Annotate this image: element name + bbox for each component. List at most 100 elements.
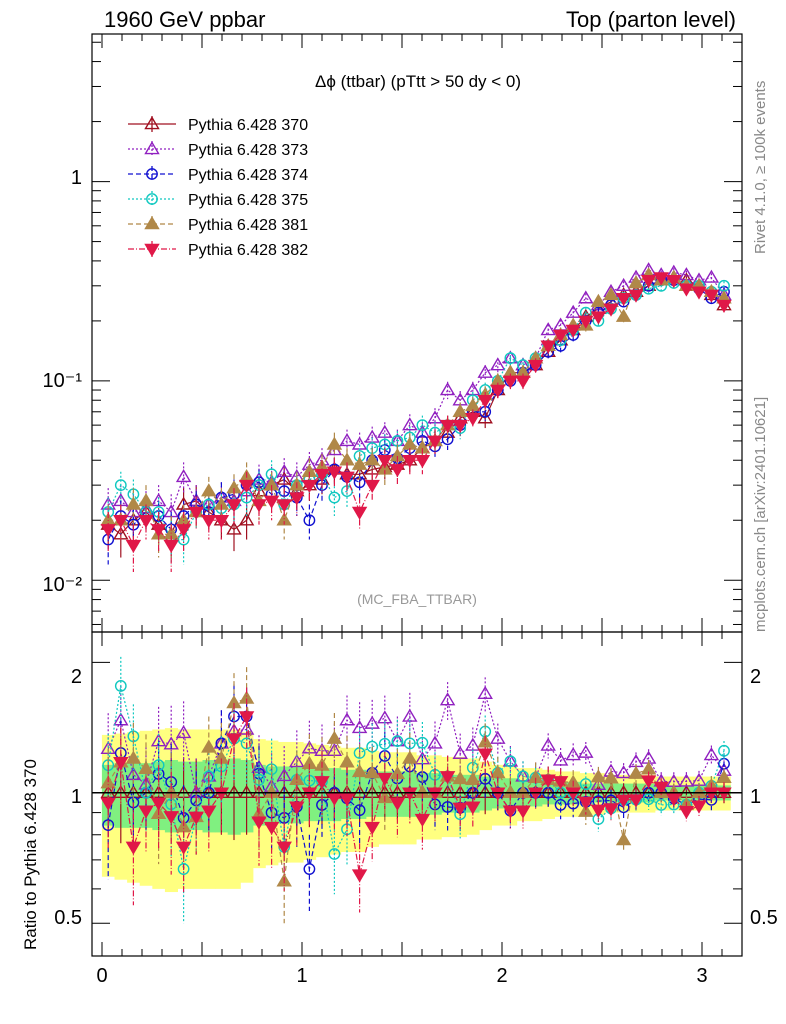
ratio-point bbox=[138, 760, 154, 774]
ratio-point bbox=[490, 730, 506, 744]
ratio-point bbox=[515, 805, 531, 819]
ratio-ylabel: Ratio to Pythia 6.428 370 bbox=[21, 759, 40, 950]
data-point bbox=[490, 357, 506, 371]
data-point bbox=[226, 521, 242, 535]
ratio-point bbox=[615, 765, 632, 779]
data-point bbox=[691, 286, 707, 300]
ratio-point bbox=[540, 774, 556, 788]
ratio-ytick-2-left: 2 bbox=[71, 666, 82, 688]
ratio-point bbox=[226, 733, 242, 747]
main-ytick-1: 1 bbox=[71, 167, 82, 189]
data-point bbox=[666, 274, 682, 289]
ratio-point bbox=[226, 784, 242, 799]
ratio-point bbox=[590, 769, 607, 783]
ratio-point bbox=[276, 768, 292, 782]
series-line bbox=[108, 274, 725, 535]
data-point bbox=[301, 479, 318, 494]
ratio-point bbox=[351, 763, 368, 778]
data-point bbox=[339, 433, 355, 447]
data-point bbox=[125, 539, 142, 554]
data-point bbox=[402, 454, 418, 469]
ratio-point bbox=[565, 747, 581, 761]
legend-label: Pythia 6.428 375 bbox=[188, 192, 308, 209]
ratio-point bbox=[353, 804, 366, 817]
data-point bbox=[716, 299, 732, 314]
data-point bbox=[351, 436, 368, 450]
ratio-point bbox=[441, 801, 454, 813]
ratio-point bbox=[289, 801, 305, 815]
ratio-point bbox=[114, 679, 127, 692]
data-point bbox=[364, 479, 380, 494]
ratio-point bbox=[125, 841, 142, 855]
ratio-point bbox=[502, 805, 519, 819]
data-point bbox=[628, 275, 644, 289]
ratio-point bbox=[377, 772, 393, 786]
ratio-point bbox=[578, 803, 594, 817]
data-point bbox=[703, 269, 720, 283]
ratio-point bbox=[578, 744, 594, 758]
ratio-point bbox=[691, 800, 707, 814]
ratio-ytick-0.5-left: 0.5 bbox=[54, 907, 82, 929]
xtick-0: 0 bbox=[96, 965, 107, 987]
ratio-point bbox=[554, 799, 567, 811]
data-point bbox=[439, 424, 456, 438]
legend-label: Pythia 6.428 370 bbox=[188, 117, 308, 134]
ratio-point bbox=[603, 770, 619, 784]
data-point bbox=[465, 412, 481, 427]
data-point bbox=[226, 499, 242, 513]
side-label-rivet: Rivet 4.1.0, ≥ 100k events bbox=[752, 81, 769, 254]
data-point bbox=[502, 375, 519, 389]
data-point bbox=[326, 436, 343, 450]
ratio-series-6 bbox=[100, 687, 732, 913]
ratio-point bbox=[590, 804, 607, 818]
ratio-point bbox=[201, 805, 217, 819]
ratio-point bbox=[552, 776, 569, 790]
ratio-point bbox=[465, 801, 481, 815]
ratio-point bbox=[628, 765, 644, 779]
ratio-point bbox=[615, 794, 632, 808]
ratio-series-line bbox=[107, 715, 725, 870]
ratio-point bbox=[414, 813, 431, 827]
ratio-point bbox=[213, 787, 230, 801]
data-point bbox=[289, 492, 305, 506]
ratio-ytick-1-right: 1 bbox=[750, 786, 761, 808]
data-point bbox=[628, 289, 644, 303]
data-point bbox=[238, 512, 255, 526]
ratio-point bbox=[439, 771, 456, 785]
legend: Pythia 6.428 370 Pythia 6.428 373 Pythia 6… bbox=[128, 116, 308, 259]
legend-item: Pythia 6.428 374 bbox=[128, 166, 308, 184]
ratio-point bbox=[540, 737, 556, 751]
data-point bbox=[303, 514, 316, 527]
ratio-point bbox=[328, 848, 341, 860]
series-line bbox=[108, 269, 725, 514]
ratio-point bbox=[326, 730, 343, 744]
ratio-point bbox=[578, 796, 594, 810]
data-point bbox=[351, 456, 368, 470]
data-point bbox=[439, 419, 456, 434]
ratio-point bbox=[175, 841, 192, 855]
data-point bbox=[339, 471, 355, 485]
ratio-point bbox=[716, 787, 732, 801]
ratio-point bbox=[238, 711, 255, 725]
ratio-point bbox=[150, 797, 167, 811]
ratio-point bbox=[201, 739, 217, 753]
ratio-point bbox=[289, 753, 305, 768]
data-point bbox=[603, 303, 619, 317]
legend-marker bbox=[144, 116, 160, 130]
axis-ticks bbox=[92, 34, 742, 956]
ratio-point bbox=[477, 685, 493, 700]
xtick-2: 2 bbox=[496, 965, 507, 987]
data-point bbox=[477, 394, 493, 409]
data-point bbox=[552, 329, 569, 343]
ratio-point bbox=[303, 863, 316, 875]
ratio-point bbox=[439, 692, 456, 706]
data-point bbox=[263, 495, 280, 509]
data-point bbox=[251, 499, 267, 513]
ratio-point bbox=[351, 784, 368, 799]
ratio-point bbox=[364, 715, 380, 729]
ratio-point bbox=[402, 750, 418, 764]
ratio-point bbox=[113, 756, 129, 771]
ratio-point bbox=[403, 737, 416, 750]
ratio-point bbox=[452, 802, 468, 816]
